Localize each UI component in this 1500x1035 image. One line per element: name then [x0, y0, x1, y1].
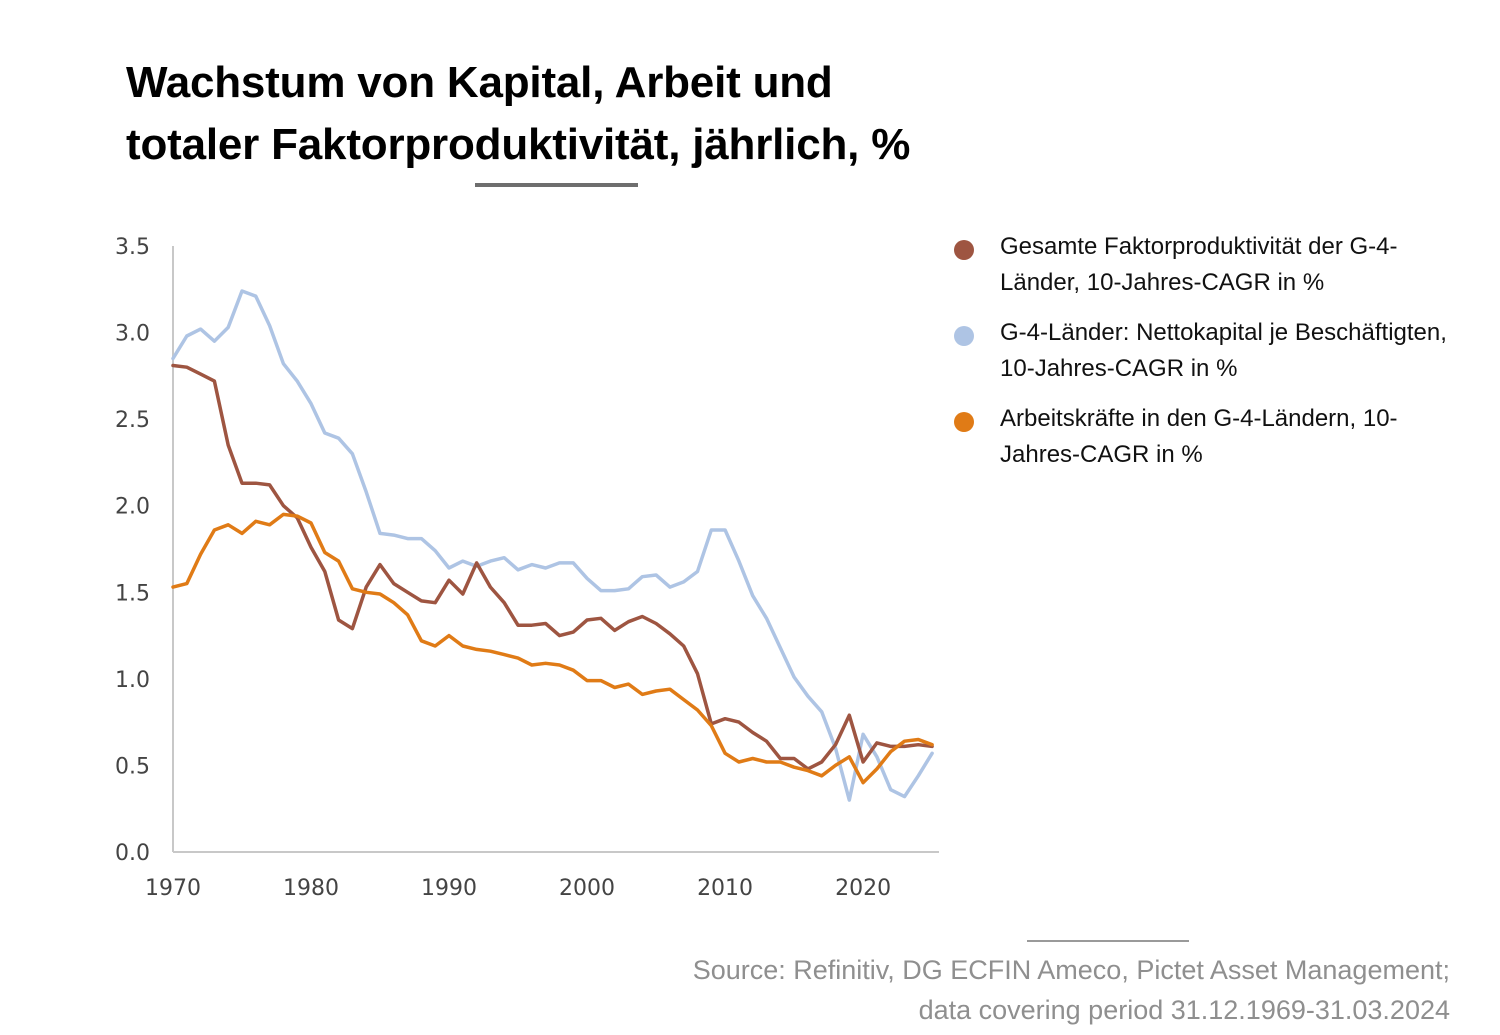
legend-label-labour: Arbeitskräfte in den G-4-Ländern, 10-Jah… [1000, 405, 1398, 468]
legend-marker-labour [954, 412, 974, 432]
y-tick-label: 2.5 [115, 408, 150, 433]
legend-item-tfp: Gesamte Faktorproduktivität der G-4-Länd… [950, 229, 1490, 301]
x-tick-label: 2000 [559, 876, 615, 901]
source-line-2: data covering period 31.12.1969-31.03.20… [918, 995, 1450, 1025]
series-line-labour [171, 512, 934, 785]
series-line-tfp [171, 363, 934, 771]
series-lines [171, 289, 934, 802]
legend-marker-tfp [954, 240, 974, 260]
y-tick-label: 0.5 [115, 754, 150, 779]
chart-title-line-1: Wachstum von Kapital, Arbeit und [126, 58, 833, 107]
source-divider [1027, 940, 1189, 942]
source-line-1: Source: Refinitiv, DG ECFIN Ameco, Picte… [692, 955, 1450, 985]
series-line-capital [171, 289, 934, 802]
legend-item-capital: G-4-Länder: Nettokapital je Beschäftigte… [950, 315, 1490, 387]
chart-axes [172, 246, 939, 853]
y-axis-tick-labels: 0.0 0.5 1.0 1.5 2.0 2.5 3.0 3.5 [115, 235, 150, 866]
chart-title: Wachstum von Kapital, Arbeit und totaler… [126, 52, 910, 176]
y-tick-label: 0.0 [115, 841, 150, 866]
legend-label-capital: G-4-Länder: Nettokapital je Beschäftigte… [1000, 319, 1447, 382]
chart-legend: Gesamte Faktorproduktivität der G-4-Länd… [950, 229, 1490, 487]
x-tick-label: 2010 [697, 876, 753, 901]
x-tick-label: 2020 [835, 876, 891, 901]
legend-marker-capital [954, 326, 974, 346]
source-note: Source: Refinitiv, DG ECFIN Ameco, Picte… [693, 950, 1450, 1030]
x-axis-tick-labels: 1970 1980 1990 2000 2010 2020 [145, 876, 891, 901]
y-tick-label: 1.5 [115, 581, 150, 606]
x-tick-label: 1970 [145, 876, 201, 901]
chart-title-line-2: totaler Faktorproduktivität, jährlich, % [126, 120, 911, 169]
x-tick-label: 1980 [283, 876, 339, 901]
x-tick-label: 1990 [421, 876, 477, 901]
y-tick-label: 1.0 [115, 668, 150, 693]
y-tick-label: 2.0 [115, 495, 150, 520]
title-underline [475, 183, 638, 187]
legend-label-tfp: Gesamte Faktorproduktivität der G-4-Länd… [1000, 233, 1398, 296]
y-tick-label: 3.0 [115, 322, 150, 347]
y-tick-label: 3.5 [115, 235, 150, 260]
legend-item-labour: Arbeitskräfte in den G-4-Ländern, 10-Jah… [950, 401, 1490, 473]
